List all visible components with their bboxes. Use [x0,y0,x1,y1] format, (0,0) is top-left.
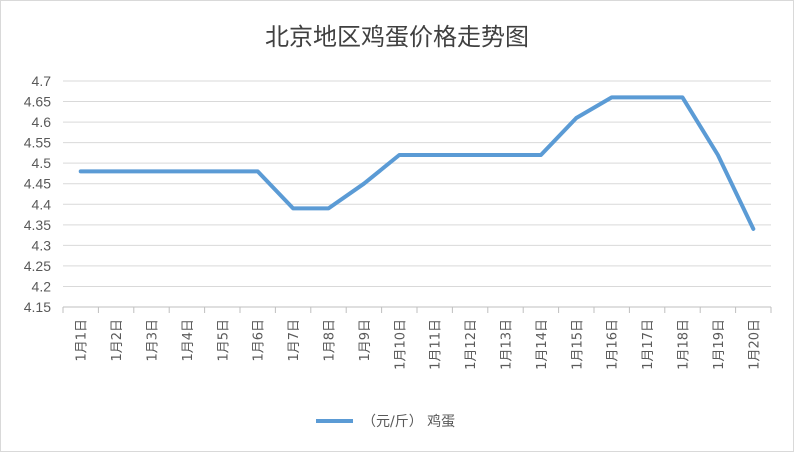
y-tick-label: 4.6 [32,114,52,130]
x-tick-label: 1月19日 [712,319,727,370]
x-tick-label: 1月1日 [75,319,90,362]
x-tick-label: 1月12日 [464,319,479,370]
series-line-eggs [78,95,756,231]
y-tick-label: 4.15 [24,299,51,315]
y-tick-label: 4.25 [24,258,51,274]
x-tick-label: 1月15日 [570,319,585,370]
x-tick-label: 1月9日 [358,319,373,362]
x-tick-label: 1月13日 [500,319,515,370]
x-tick-label: 1月11日 [429,319,444,370]
legend-label: （元/斤） 鸡蛋 [362,413,455,430]
x-tick-label: 1月17日 [641,319,656,370]
y-axis-ticks: 4.15 4.2 4.25 4.3 4.35 4.4 4.45 4.5 4.55 4.6 4.65 4… [24,73,51,315]
x-tick-label: 1月3日 [146,319,161,362]
x-axis-ticks: 1月1日 1月2日 1月3日 1月4日 1月5日 1月6日 1月7日 1月8日 1月9日 1月10… [62,307,772,370]
y-tick-label: 4.55 [24,135,51,151]
x-tick-label: 1月5日 [216,319,231,362]
x-tick-label: 1月7日 [287,319,302,362]
x-tick-label: 1月14日 [535,319,550,370]
x-tick-label: 1月2日 [110,319,125,362]
x-tick-label: 1月18日 [677,319,692,370]
x-tick-label: 1月4日 [181,319,196,362]
x-tick-label: 1月20日 [747,319,762,370]
y-tick-label: 4.35 [24,217,51,233]
y-tick-label: 4.2 [32,278,52,294]
y-tick-label: 4.5 [32,155,52,171]
y-tick-label: 4.65 [24,94,51,110]
x-tick-label: 1月16日 [606,319,621,370]
y-tick-label: 4.3 [32,237,52,253]
y-tick-label: 4.45 [24,176,51,192]
x-tick-label: 1月8日 [323,319,338,362]
y-tick-label: 4.4 [32,196,52,212]
legend: （元/斤） 鸡蛋 [316,413,455,430]
gridlines [63,80,771,287]
x-tick-label: 1月6日 [252,319,267,362]
chart-title: 北京地区鸡蛋价格走势图 [265,23,529,51]
x-tick-label: 1月10日 [393,319,408,370]
y-tick-label: 4.7 [32,73,52,89]
